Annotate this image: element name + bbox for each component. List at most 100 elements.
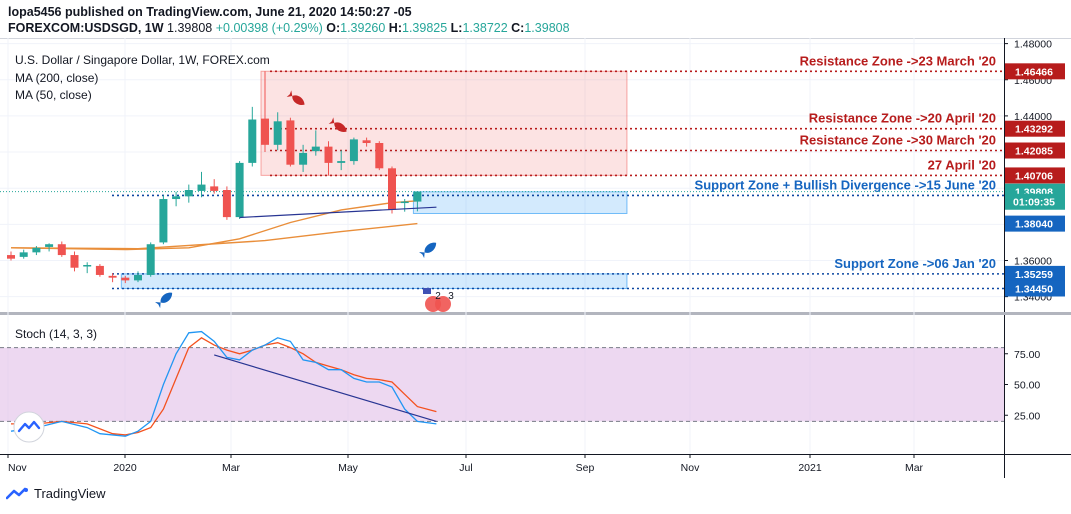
candle-body <box>222 190 231 218</box>
level-label: Resistance Zone ->23 March '20 <box>800 53 996 68</box>
price-trendline <box>239 206 437 219</box>
candle-body <box>337 161 346 163</box>
ma-50-legend: MA (50, close) <box>15 88 92 102</box>
tradingview-logo-icon <box>6 487 28 499</box>
publisher-line: lopa5456 published on TradingView.com, J… <box>8 4 1068 20</box>
bullish-rocket-icon <box>419 242 437 259</box>
price-tag <box>1005 215 1065 232</box>
bullish-rocket-icon-body <box>160 292 173 303</box>
price-tag-label: 1.38040 <box>1015 219 1053 231</box>
time-axis-label: 2021 <box>798 462 822 474</box>
bullish-rocket-icon-fin <box>155 302 161 309</box>
time-axis-label: Nov <box>681 462 700 474</box>
level-label: Resistance Zone ->20 April '20 <box>809 111 996 126</box>
price-axis-label: 1.36000 <box>1014 255 1052 267</box>
stoch-d-line <box>11 337 437 436</box>
level-label: Support Zone + Bullish Divergence ->15 J… <box>695 177 996 192</box>
candle-body <box>273 121 282 145</box>
candle-body <box>19 252 28 257</box>
candle-body <box>311 146 320 152</box>
price-tag-label: 1.42085 <box>1015 146 1053 158</box>
candle-body <box>57 244 66 256</box>
candle-body <box>70 255 79 268</box>
candle-body <box>248 119 257 163</box>
bullish-rocket-icon-fin <box>419 252 425 259</box>
tradingview-brand[interactable]: TradingView <box>6 486 106 501</box>
candle-body <box>184 190 193 197</box>
price-tag-label: 1.43292 <box>1015 124 1053 136</box>
support-zone <box>120 273 628 290</box>
symbol-line: FOREXCOM:USDSGD, 1W 1.39808 +0.00398 (+0… <box>8 20 1068 36</box>
flag-event-icon <box>423 288 431 294</box>
bearish-rocket-icon-body <box>334 122 347 132</box>
candle-body <box>261 118 269 145</box>
stoch-axis-label: 25.00 <box>1014 410 1040 422</box>
bearish-rocket-icon-body <box>292 95 305 105</box>
stoch-band <box>0 347 1004 422</box>
candle-body <box>362 140 371 144</box>
event-count: 2 <box>435 291 441 302</box>
candle-body <box>197 184 206 191</box>
candle-body <box>349 139 358 162</box>
low-label: L: <box>450 21 463 35</box>
close-label: C: <box>511 21 525 35</box>
candle-body <box>375 143 384 169</box>
price-tag-label: 1.35259 <box>1015 269 1053 281</box>
ma-200-legend: MA (200, close) <box>15 71 98 85</box>
price-tag <box>1005 280 1065 297</box>
price-axis-label: 1.48000 <box>1014 39 1052 51</box>
time-axis-label: May <box>338 462 359 474</box>
candle-body <box>299 152 308 165</box>
candle-body <box>413 191 422 202</box>
bullish-rocket-icon-body <box>424 242 437 253</box>
candle-body <box>388 168 396 210</box>
candle-body <box>400 201 409 204</box>
open-value: 1.39260 <box>340 21 386 35</box>
time-axis-label: Sep <box>576 462 595 474</box>
time-axis-label: Mar <box>222 462 241 474</box>
candle-body <box>108 275 117 278</box>
open-label: O: <box>326 21 341 35</box>
support-zone <box>412 191 628 214</box>
price-tag <box>1005 63 1065 80</box>
price-tag-label: 1.40706 <box>1015 170 1053 182</box>
symbol-text: FOREXCOM:USDSGD, 1W <box>8 21 164 35</box>
candle-body <box>121 277 130 281</box>
price-tag-label: 1.34450 <box>1015 284 1053 296</box>
bullish-rocket-icon <box>155 292 173 309</box>
level-label: Support Zone ->06 Jan '20 <box>834 256 996 271</box>
tv-badge-icon-glyph <box>17 420 41 433</box>
time-axis-label: Nov <box>8 462 27 474</box>
event-count: 3 <box>448 291 454 302</box>
time-axis-label: Jul <box>459 462 472 474</box>
low-value: 1.38722 <box>462 21 508 35</box>
price-chart[interactable]: 1.480001.460001.440001.420001.400001.380… <box>0 38 1071 480</box>
candle-body <box>83 265 92 267</box>
candle-body <box>95 265 104 275</box>
stoch-axis-label: 50.00 <box>1014 380 1040 392</box>
candle-body <box>7 255 15 259</box>
candle-body <box>32 247 41 253</box>
price-tag <box>1005 120 1065 137</box>
stoch-axis-label: 75.00 <box>1014 349 1040 361</box>
candle-body <box>172 196 181 200</box>
price-axis-label: 1.44000 <box>1014 111 1052 123</box>
candle-body <box>210 186 219 191</box>
bearish-rocket-icon <box>286 90 305 105</box>
price-tag <box>1005 142 1065 159</box>
candle-body <box>146 244 155 275</box>
level-label: Resistance Zone ->30 March '20 <box>800 133 996 148</box>
price-change: +0.00398 (+0.29%) <box>215 21 323 35</box>
high-label: H: <box>388 21 402 35</box>
price-tag-label: 01:09:35 <box>1013 197 1055 209</box>
candle-body <box>134 274 142 281</box>
price-tag <box>1005 193 1065 210</box>
stoch-k-line <box>10 330 437 437</box>
resistance-zone <box>260 70 628 176</box>
chart-title: U.S. Dollar / Singapore Dollar, 1W, FORE… <box>15 53 270 67</box>
chart-header: lopa5456 published on TradingView.com, J… <box>8 4 1068 36</box>
level-label: 27 April '20 <box>928 157 996 172</box>
candle-body <box>235 162 244 218</box>
bearish-rocket-icon-fin <box>286 90 293 97</box>
